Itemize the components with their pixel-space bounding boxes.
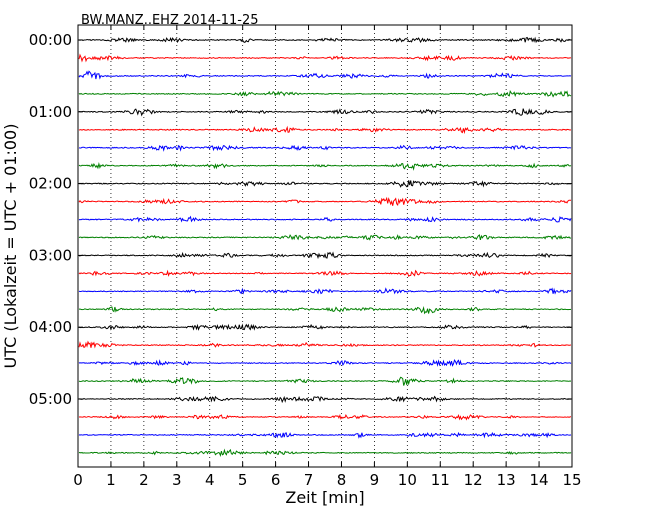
- x-tick-label: 4: [205, 471, 215, 489]
- vertical-grid: [110, 25, 540, 467]
- trace-line: [78, 269, 572, 277]
- x-tick-label: 10: [398, 471, 417, 489]
- trace-line: [78, 162, 572, 171]
- x-tick-label: 12: [464, 471, 483, 489]
- trace-line: [78, 125, 572, 135]
- trace-line: [78, 431, 572, 439]
- trace-line: [78, 413, 572, 421]
- trace-line: [78, 215, 572, 223]
- trace-line: [78, 196, 572, 207]
- x-tick-label: 2: [139, 471, 149, 489]
- x-tick-label: 15: [562, 471, 581, 489]
- trace-line: [78, 340, 572, 349]
- trace-line: [78, 234, 572, 241]
- x-tick-label: 11: [431, 471, 450, 489]
- x-tick-label: 6: [271, 471, 281, 489]
- x-tick-label: 0: [73, 471, 83, 489]
- y-tick-label: 00:00: [29, 31, 72, 49]
- x-tick-label: 1: [106, 471, 116, 489]
- x-tick-label: 8: [337, 471, 347, 489]
- chart-title: BW.MANZ..EHZ 2014-11-25: [81, 13, 259, 28]
- x-axis-ticks: 0 1 2 3 4 5 6 7 8 9 10 11 12 13 14 15: [73, 25, 582, 489]
- trace-line: [78, 448, 572, 457]
- trace-line: [78, 53, 572, 63]
- y-tick-label: 02:00: [29, 175, 72, 193]
- trace-group: [78, 36, 572, 457]
- plot-frame: [77, 24, 573, 468]
- x-tick-label: 14: [530, 471, 549, 489]
- trace-line: [78, 108, 572, 117]
- y-axis-ticks: 00:00 01:00 02:00 03:00 04:00 05:00: [29, 31, 572, 408]
- trace-line: [78, 36, 572, 44]
- trace-line: [78, 89, 572, 98]
- trace-line: [78, 287, 572, 295]
- x-axis-label: Zeit [min]: [285, 488, 364, 507]
- trace-line: [78, 306, 572, 315]
- trace-line: [78, 251, 572, 260]
- y-axis-label: UTC (Lokalzeit = UTC + 01:00): [1, 124, 20, 369]
- x-tick-label: 13: [497, 471, 516, 489]
- x-tick-label: 9: [370, 471, 380, 489]
- x-tick-label: 7: [304, 471, 314, 489]
- x-tick-label: 5: [238, 471, 248, 489]
- trace-line: [78, 395, 572, 404]
- y-tick-label: 03:00: [29, 246, 72, 264]
- trace-line: [78, 323, 572, 331]
- trace-line: [78, 359, 572, 367]
- trace-line: [78, 144, 572, 152]
- trace-line: [78, 376, 572, 386]
- trace-line: [78, 70, 572, 80]
- x-tick-label: 3: [172, 471, 182, 489]
- trace-line: [78, 180, 572, 188]
- y-tick-label: 05:00: [29, 390, 72, 408]
- y-tick-label: 04:00: [29, 318, 72, 336]
- y-tick-label: 01:00: [29, 103, 72, 121]
